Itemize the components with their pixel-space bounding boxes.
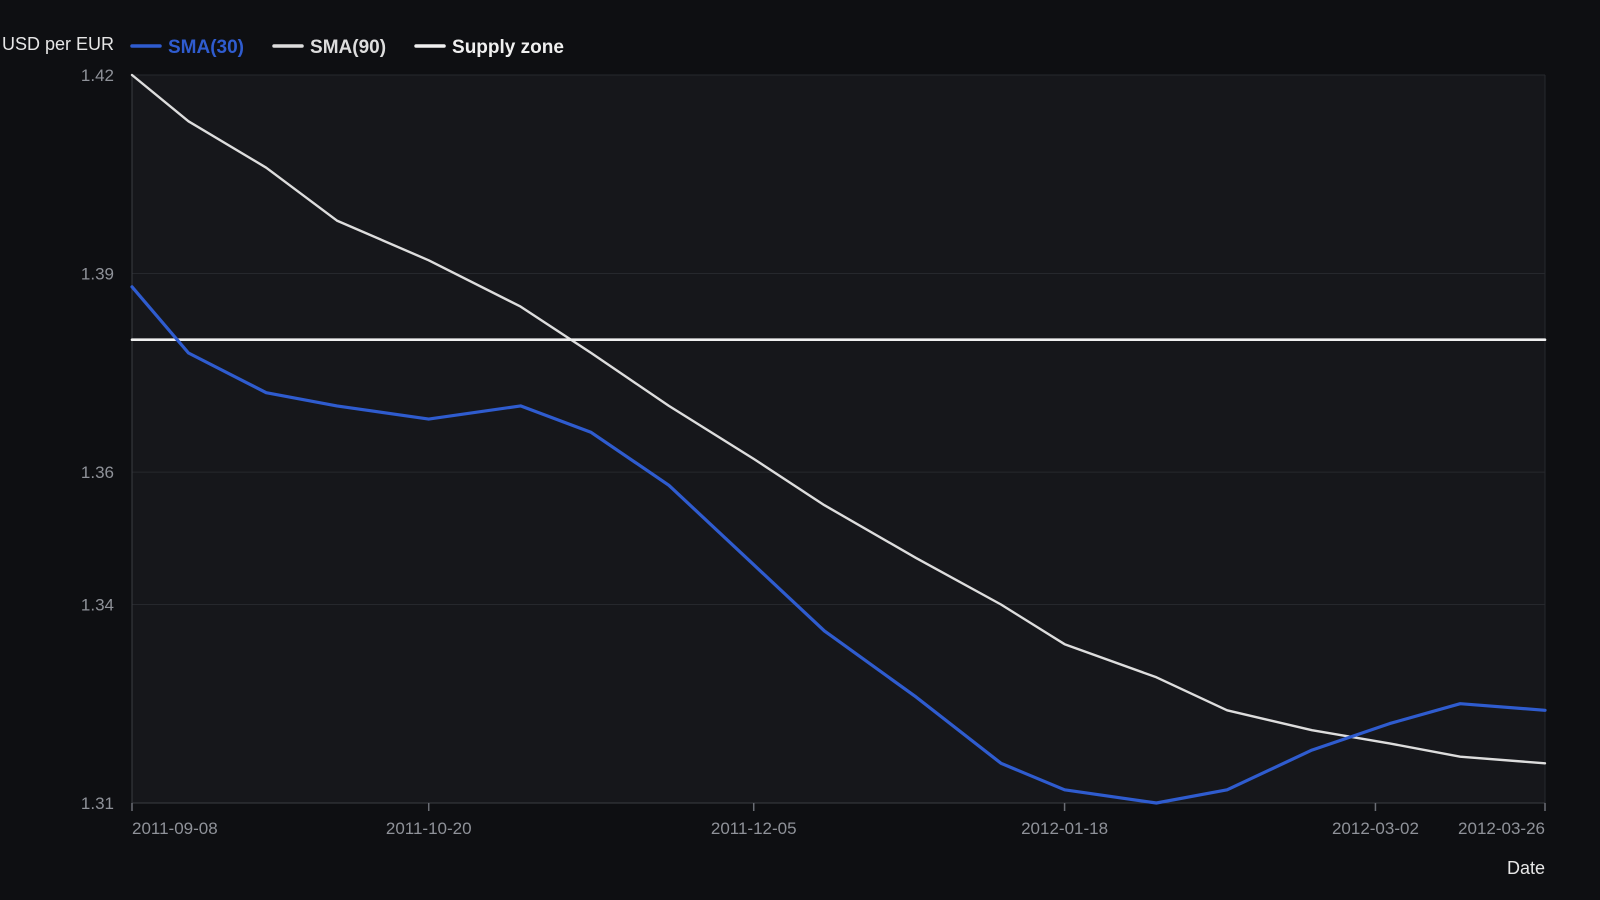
series-line-sma-30 <box>130 285 1547 805</box>
series-line-sma-90 <box>130 73 1547 765</box>
x-tick-label: 2011-09-08 <box>132 819 218 838</box>
x-axis: 2011-09-08 2011-10-20 2011-12-05 2012-01-18… <box>131 802 1546 838</box>
legend-label-sma-30: SMA(30) <box>168 37 244 58</box>
x-axis-title: Date <box>1507 858 1545 878</box>
legend-label-supply-zone: Supply zone <box>452 37 564 58</box>
x-tick-label: 2012-01-18 <box>1021 819 1108 838</box>
x-tick-label: 2011-10-20 <box>386 819 472 838</box>
y-tick-label: 1.39 <box>81 265 114 284</box>
y-tick-label: 1.34 <box>81 595 114 614</box>
legend: SMA(30) SMA(90) Supply zone <box>130 37 564 58</box>
legend-label-sma-90: SMA(90) <box>310 37 386 58</box>
y-tick-label: 1.36 <box>81 463 114 482</box>
x-tick-label: 2012-03-02 <box>1332 819 1419 838</box>
y-tick-label: 1.31 <box>81 794 114 813</box>
y-tick-label: 1.42 <box>81 66 114 85</box>
series-lines <box>130 73 1547 805</box>
x-tick-label: 2011-12-05 <box>711 819 797 838</box>
plot-area <box>132 75 1545 803</box>
x-tick-label: 2012-03-26 <box>1458 819 1545 838</box>
y-axis-title: USD per EUR <box>2 34 114 54</box>
y-axis-ticks: 1.31 1.34 1.36 1.39 1.42 <box>81 66 114 813</box>
